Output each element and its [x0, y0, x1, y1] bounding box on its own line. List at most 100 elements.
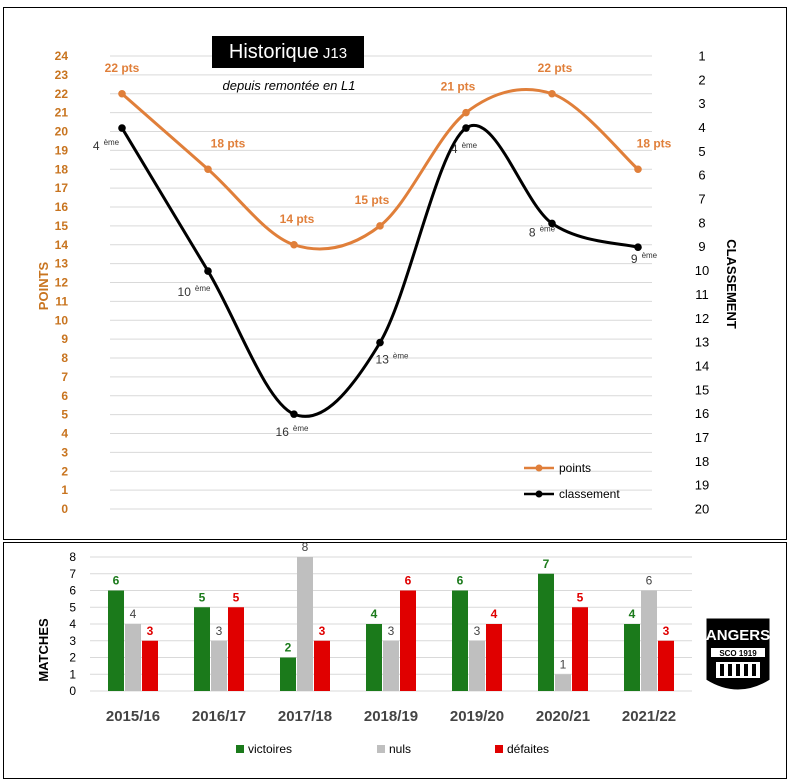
nul-bar [469, 640, 485, 691]
classement-data-label: 13 ème [376, 352, 409, 367]
nul-bar-label: 1 [560, 657, 567, 671]
victoire-bar [624, 624, 640, 691]
matches-tick-label: 8 [69, 550, 76, 564]
points-tick-label: 13 [55, 257, 69, 271]
defaite-bar [486, 624, 502, 691]
legend-classement-marker [535, 490, 543, 498]
points-data-label: 18 pts [211, 136, 246, 150]
points-tick-label: 14 [55, 238, 69, 252]
bar-chart-border [3, 542, 787, 779]
points-tick-label: 0 [61, 502, 68, 516]
nul-bar [125, 624, 141, 691]
classement-marker [634, 243, 642, 252]
classement-tick-label: 20 [695, 502, 709, 517]
line-chart-border [3, 7, 787, 540]
legend-classement-label: classement [559, 487, 620, 501]
classement-tick-label: 4 [698, 120, 705, 135]
points-tick-label: 15 [55, 219, 69, 233]
victoire-bar [194, 607, 210, 691]
classement-tick-label: 16 [695, 406, 709, 421]
nul-bar-label: 3 [388, 624, 395, 638]
points-tick-label: 1 [61, 483, 68, 497]
season-label: 2020/21 [536, 708, 590, 725]
matches-tick-label: 4 [69, 617, 76, 631]
season-label: 2016/17 [192, 708, 246, 725]
classement-data-label: 9 ème [631, 251, 658, 266]
classement-tick-label: 19 [695, 478, 709, 493]
defaite-bar-label: 5 [233, 590, 240, 604]
classement-tick-label: 12 [695, 311, 709, 326]
victoire-bar-label: 5 [199, 590, 206, 604]
points-tick-label: 12 [55, 276, 69, 290]
victoire-bar-label: 4 [629, 607, 636, 621]
defaite-bar [142, 640, 158, 691]
points-tick-label: 4 [61, 427, 68, 441]
legend-points-label: points [559, 461, 591, 475]
points-tick-label: 18 [55, 162, 69, 176]
legend-defaites-label: défaites [507, 742, 549, 756]
points-tick-label: 2 [61, 464, 68, 478]
classement-data-label: 4 ème [451, 141, 478, 156]
classement-marker [204, 267, 212, 275]
classement-data-label: 16 ème [276, 424, 309, 439]
classement-marker [548, 219, 556, 228]
logo-subtext: SCO 1919 [719, 649, 757, 658]
points-marker [204, 165, 212, 174]
season-labels: 2015/16 2016/17 2017/18 2018/19 2019/20 2020/… [106, 708, 676, 725]
defaite-bar-label: 5 [577, 590, 584, 604]
points-data-label: 21 pts [441, 80, 476, 94]
defaite-bar-label: 3 [319, 624, 326, 638]
points-marker [118, 89, 126, 98]
defaite-bar [228, 607, 244, 691]
defaite-bar [314, 640, 330, 691]
classement-tick-label: 8 [698, 215, 705, 230]
victoire-bar [452, 590, 468, 691]
bar-legend: victoires nuls défaites [236, 742, 549, 756]
points-data-label: 22 pts [105, 61, 140, 75]
season-label: 2021/22 [622, 708, 676, 725]
points-tick-label: 22 [55, 87, 69, 101]
victoire-bar [366, 624, 382, 691]
victoire-bar-label: 7 [543, 557, 550, 571]
nul-bar-label: 3 [216, 624, 223, 638]
defaite-bar-label: 6 [405, 574, 412, 588]
classement-tick-label: 15 [695, 382, 709, 397]
matches-axis-ticks: 0 1 2 3 4 5 6 7 8 [69, 550, 76, 698]
classement-tick-label: 5 [698, 144, 705, 159]
defaite-bar-label: 3 [663, 624, 670, 638]
classement-tick-label: 9 [698, 239, 705, 254]
points-tick-label: 19 [55, 143, 69, 157]
legend-victoires-label: victoires [248, 742, 292, 756]
matches-tick-label: 7 [69, 567, 76, 581]
matches-tick-label: 1 [69, 667, 76, 681]
classement-marker [290, 410, 298, 418]
points-tick-label: 7 [61, 370, 68, 384]
points-tick-label: 5 [61, 408, 68, 422]
classement-series: 4 ème 10 ème 16 ème 13 ème 4 ème 8 ème 9 ème [93, 123, 658, 439]
points-data-label: 14 pts [280, 212, 315, 226]
points-tick-label: 6 [61, 389, 68, 403]
season-label: 2019/20 [450, 708, 504, 725]
classement-tick-label: 18 [695, 454, 709, 469]
line-chart-gridlines [110, 55, 652, 510]
classement-tick-label: 6 [698, 168, 705, 183]
nul-bar [211, 640, 227, 691]
matches-tick-label: 5 [69, 600, 76, 614]
points-tick-label: 9 [61, 332, 68, 346]
season-label: 2018/19 [364, 708, 418, 725]
defaite-bar-label: 4 [491, 607, 498, 621]
points-marker [634, 165, 642, 174]
victoire-bar [108, 590, 124, 691]
classement-data-label: 4 ème [93, 138, 120, 153]
classement-tick-label: 1 [698, 49, 705, 64]
title-main: Historique [228, 41, 319, 63]
matches-tick-label: 3 [69, 634, 76, 648]
points-tick-label: 24 [55, 49, 69, 63]
classement-tick-label: 14 [695, 358, 709, 373]
points-data-label: 18 pts [637, 136, 672, 150]
nul-bar [383, 640, 399, 691]
points-tick-label: 3 [61, 445, 68, 459]
